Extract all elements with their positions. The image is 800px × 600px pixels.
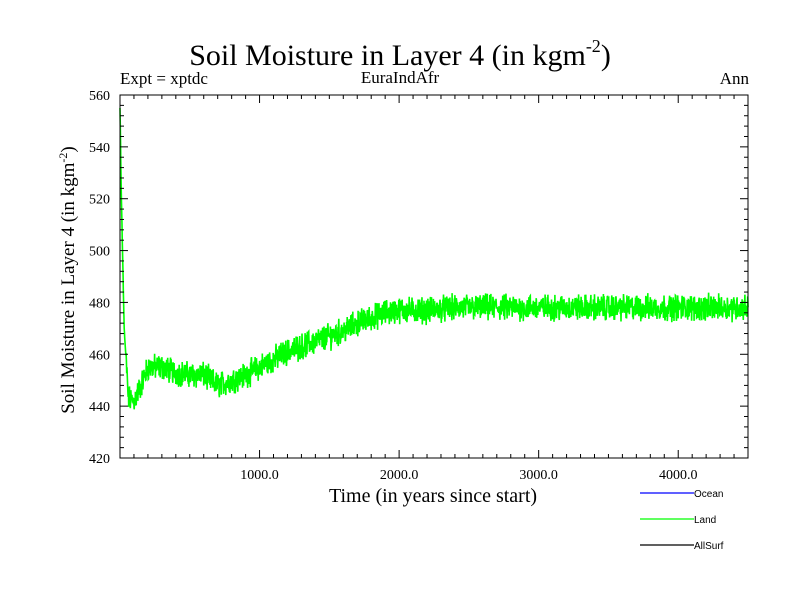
y-tick-label: 520 <box>89 193 110 208</box>
region-label: EuraIndAfr <box>360 68 440 87</box>
legend-label-allsurf: AllSurf <box>694 541 724 552</box>
y-tick-label: 480 <box>89 296 110 311</box>
y-tick-label: 560 <box>89 89 110 104</box>
x-tick-label: 3000.0 <box>519 468 558 483</box>
x-tick-label: 2000.0 <box>380 468 419 483</box>
y-tick-label: 420 <box>89 452 110 467</box>
legend-label-land: Land <box>694 515 716 526</box>
land-series-line <box>119 107 749 410</box>
chart-title: Soil Moisture in Layer 4 (in kgm-2) <box>189 36 611 72</box>
experiment-label: Expt = xptdc <box>120 69 208 88</box>
legend-label-ocean: Ocean <box>694 489 723 500</box>
y-tick-label: 440 <box>89 400 110 415</box>
plot-frame <box>119 94 749 459</box>
y-tick-label: 460 <box>89 348 110 363</box>
x-tick-label: 1000.0 <box>240 468 279 483</box>
x-axis-label: Time (in years since start) <box>328 485 538 507</box>
y-tick-label: 540 <box>89 141 110 156</box>
period-label: Ann <box>719 69 749 88</box>
y-tick-label: 500 <box>89 245 110 260</box>
x-tick-label: 4000.0 <box>659 468 698 483</box>
